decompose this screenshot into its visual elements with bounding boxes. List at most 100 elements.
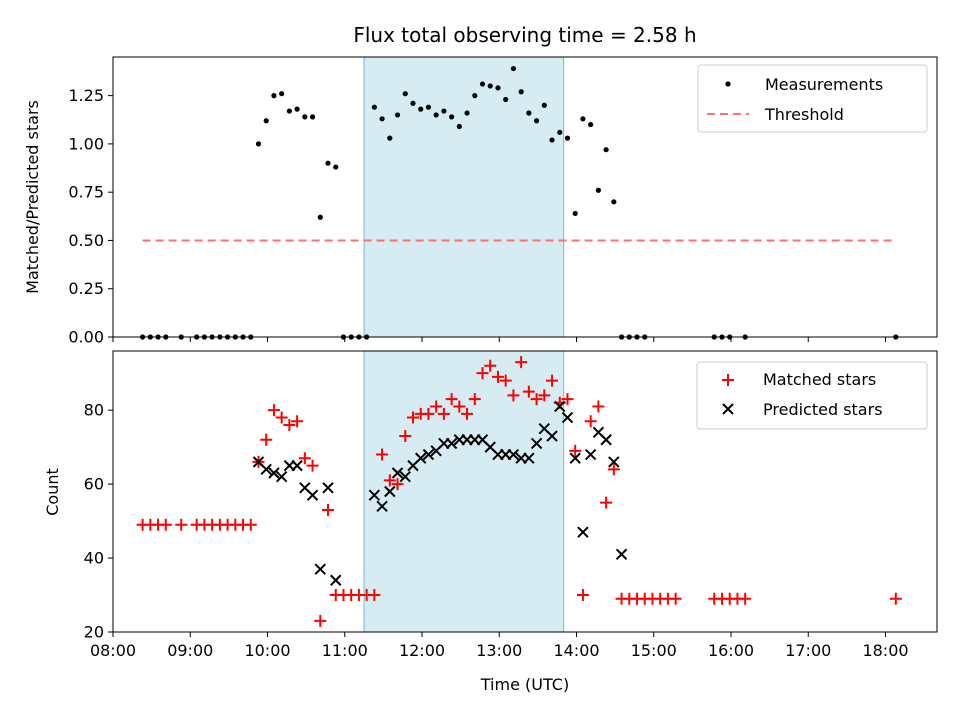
matched-star-point [484,359,497,372]
measurement-point [487,83,493,89]
matched-star-point [739,592,752,605]
measurement-point [394,112,401,118]
measurement-point [580,116,586,122]
measurement-point [595,187,601,193]
legend-predicted-marker [722,403,734,415]
matched-star-point [569,444,582,457]
predicted-star-point [615,548,628,561]
top-panel: 0.00 0.25 0.50 0.75 1.00 1.25 Matched/Predict… [23,56,938,347]
legend-threshold-label: Threshold [764,105,844,124]
measurement-point [410,100,416,106]
y-tick-label: 1.00 [68,134,104,153]
x-tick-label: 11:00 [322,641,368,660]
measurement-point [402,91,408,97]
y-tick-label: 0.25 [68,279,104,298]
predicted-star-point [260,463,272,476]
measurement-point [456,123,462,130]
matched-star-point [260,433,273,446]
legend-matched-marker [722,374,734,386]
predicted-star-point [415,452,427,464]
predicted-star-point [445,437,458,450]
x-tick-label: 15:00 [631,641,677,660]
measurement-point [572,210,578,217]
measurement-point [518,89,524,95]
matched-star-point [391,478,404,491]
bottom-legend: Matched stars Predicted stars [696,361,928,430]
y-tick-label: 0.00 [68,328,104,347]
measurement-point [309,114,316,120]
predicted-star-point [584,448,597,461]
y-tick-label: 80 [84,401,104,420]
y-tick-label: 40 [84,549,104,568]
measurement-point [557,129,563,135]
predicted-star-point [268,467,280,479]
measurement-point [302,114,308,120]
predicted-star-point [561,411,574,424]
predicted-star-point [507,448,520,461]
matched-star-point [267,404,280,417]
measurement-point [255,141,262,147]
measurement-point [449,114,455,120]
x-tick-label: 13:00 [476,641,522,660]
matched-star-point [592,400,605,413]
matched-star-point [298,452,311,465]
matched-star-point [499,374,512,387]
measurement-point [588,121,594,128]
bottom-panel-shaded-region [363,350,565,633]
top-legend: Measurements Threshold [697,64,928,133]
y-tick-label: 0.75 [68,183,104,202]
x-axis-label: Time (UTC) [480,675,569,694]
matched-star-point [430,400,443,413]
matched-star-point [244,518,257,531]
matched-star-point [669,592,682,605]
matched-star-point [546,374,559,387]
measurement-point [549,137,555,143]
bottom-y-axis-label: Count [43,468,62,516]
matched-star-point [561,393,574,406]
y-tick-label: 60 [84,475,104,494]
measurement-point [564,135,571,141]
y-tick-label: 1.25 [68,86,104,105]
x-tick-label: 08:00 [90,641,136,660]
matched-star-point [445,393,458,406]
measurement-point [294,106,300,112]
measurement-point [325,160,331,166]
matched-star-point [322,503,335,516]
measurement-point [286,108,292,114]
measurement-point [333,164,339,170]
legend-measurements-marker [725,81,731,87]
matched-star-point [291,415,304,428]
measurement-point [611,199,617,205]
bottom-panel: 20 40 60 80 08:00 09:00 10:00 11:00 12:00 13:00 14… [43,350,938,694]
matched-star-point [383,474,396,487]
matched-star-point [368,589,381,602]
x-tick-label: 10:00 [244,641,290,660]
matched-star-point [275,411,288,424]
x-tick-label: 09:00 [167,641,213,660]
predicted-star-point [291,459,303,472]
matched-star-point [437,407,450,420]
predicted-star-point [523,452,535,464]
predicted-star-point [569,452,581,464]
predicted-star-point [608,456,620,468]
predicted-star-point [422,448,435,461]
legend-measurements-label: Measurements [765,75,883,94]
matched-star-point [530,393,543,406]
matched-star-point [515,356,528,369]
bottom-panel-frame [112,350,938,633]
measurement-point [263,118,269,124]
measurement-point [387,135,393,141]
legend-predicted-label: Predicted stars [763,400,883,419]
top-legend-box [697,64,928,133]
x-tick-label: 18:00 [862,641,908,660]
predicted-star-point [577,526,589,538]
bottom-legend-box [696,361,928,430]
measurement-point [526,110,532,116]
matched-star-point [422,407,435,420]
y-tick-label: 20 [84,623,104,642]
predicted-star-point [306,489,319,501]
predicted-star-point [376,500,388,512]
matched-star-point [538,389,551,402]
measurement-point [371,104,377,110]
